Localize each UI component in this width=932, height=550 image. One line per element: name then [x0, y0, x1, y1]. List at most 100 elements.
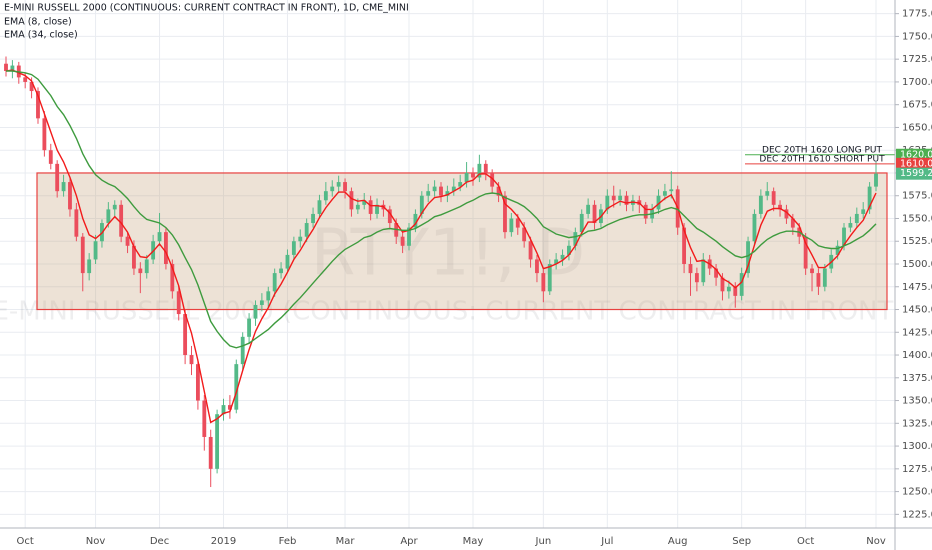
candle-body: [407, 227, 411, 246]
x-tick-label: Oct: [17, 536, 34, 547]
candle-body: [522, 227, 527, 242]
x-tick-label: May: [463, 536, 484, 547]
candle-body: [483, 163, 488, 173]
candle-body: [279, 268, 283, 274]
candle-body: [42, 118, 47, 151]
candle-body: [61, 182, 66, 192]
y-tick-label: 1425.0: [902, 327, 932, 338]
candle-body: [579, 213, 584, 233]
candle-body: [611, 195, 616, 201]
candle-body: [87, 259, 92, 274]
y-tick-label: 1775.0: [902, 9, 932, 20]
legend-entry: EMA (8, close): [4, 17, 72, 28]
candle-body: [291, 241, 296, 255]
candle-body: [419, 195, 424, 214]
watermark: RTY1!, D E-MINI RUSSELL 2000 (CONTINUOUS…: [0, 217, 895, 327]
candle-body: [157, 232, 162, 242]
candle-body: [528, 241, 533, 260]
candle-body: [234, 364, 239, 410]
x-tick-label: Sep: [732, 536, 751, 547]
candle-body: [778, 204, 782, 210]
candle-body: [752, 213, 757, 242]
candle-body: [848, 223, 853, 228]
candle-body: [471, 172, 475, 178]
candle-body: [515, 218, 520, 228]
candle-body: [771, 191, 776, 205]
candle-body: [816, 273, 821, 287]
candle-body: [400, 236, 405, 246]
candle-body: [624, 195, 629, 205]
candle-body: [662, 191, 667, 196]
candle-body: [477, 163, 482, 178]
candle-body: [694, 273, 699, 283]
candle-body: [323, 191, 328, 201]
level-text: DEC 20TH 1620 LONG PUT: [762, 145, 882, 155]
candle-body: [714, 268, 718, 278]
ema-line: [6, 70, 877, 349]
candle-body: [343, 182, 347, 192]
candle-body: [605, 195, 610, 210]
candle-body: [132, 245, 136, 269]
candle-body: [215, 414, 220, 469]
watermark-symbol: RTY1!, D: [311, 217, 585, 291]
candle-body: [682, 227, 687, 264]
price-tag: [896, 148, 932, 161]
candle-body: [458, 182, 463, 187]
price-tag-label: 1610.0: [900, 158, 932, 169]
candle-body: [874, 173, 878, 187]
candle-body: [221, 405, 226, 415]
candle-body: [298, 236, 303, 242]
candle-body: [503, 195, 507, 233]
y-tick-label: 1475.0: [902, 282, 932, 293]
candle-body: [688, 264, 693, 274]
candle-body: [842, 227, 846, 246]
candle-body: [355, 204, 360, 210]
candle-body: [669, 189, 674, 192]
y-tick-label: 1650.0: [902, 122, 932, 133]
y-tick-label: 1725.0: [902, 54, 932, 65]
last-price-tag: [896, 167, 932, 180]
candle-body: [439, 186, 443, 196]
candle-body: [413, 213, 418, 228]
candle-body: [726, 286, 731, 292]
candle-body: [10, 65, 15, 72]
y-tick-label: 1500.0: [902, 259, 932, 270]
candle-body: [304, 223, 309, 237]
candle-body: [701, 259, 706, 283]
x-tick-label: Apr: [400, 536, 418, 547]
candle-body: [554, 259, 559, 264]
candle-body: [55, 163, 60, 192]
y-tick-label: 1750.0: [902, 31, 932, 42]
candle-body: [208, 436, 213, 469]
candle-body: [445, 191, 450, 196]
candle-body: [560, 254, 565, 260]
candle-body: [765, 191, 770, 196]
candle-body: [240, 336, 245, 365]
candle-body: [330, 186, 335, 192]
candle-body: [227, 405, 232, 410]
candle-body: [573, 232, 578, 246]
chart-title: E-MINI RUSSELL 2000 (CONTINUOUS: CURRENT…: [4, 3, 409, 14]
y-tick-label: 1400.0: [902, 350, 932, 361]
candle-body: [861, 209, 866, 214]
y-tick-label: 1575.0: [902, 191, 932, 202]
x-tick-label: Mar: [336, 536, 356, 547]
candle-body: [567, 245, 571, 255]
candle-body: [253, 304, 258, 319]
y-tick-label: 1375.0: [902, 373, 932, 384]
candle-body: [592, 204, 597, 224]
candle-body: [496, 186, 501, 196]
x-tick-label: Aug: [668, 536, 688, 547]
candle-body: [867, 186, 872, 210]
candle-body: [451, 186, 456, 192]
candle-body: [336, 182, 341, 187]
x-tick-label: Jul: [600, 536, 613, 547]
candle-body: [317, 200, 322, 214]
candle-body: [285, 254, 290, 269]
candle-body: [4, 63, 8, 72]
candle-body: [195, 364, 200, 401]
candle-body: [93, 241, 98, 260]
x-tick-label: Nov: [866, 536, 886, 547]
